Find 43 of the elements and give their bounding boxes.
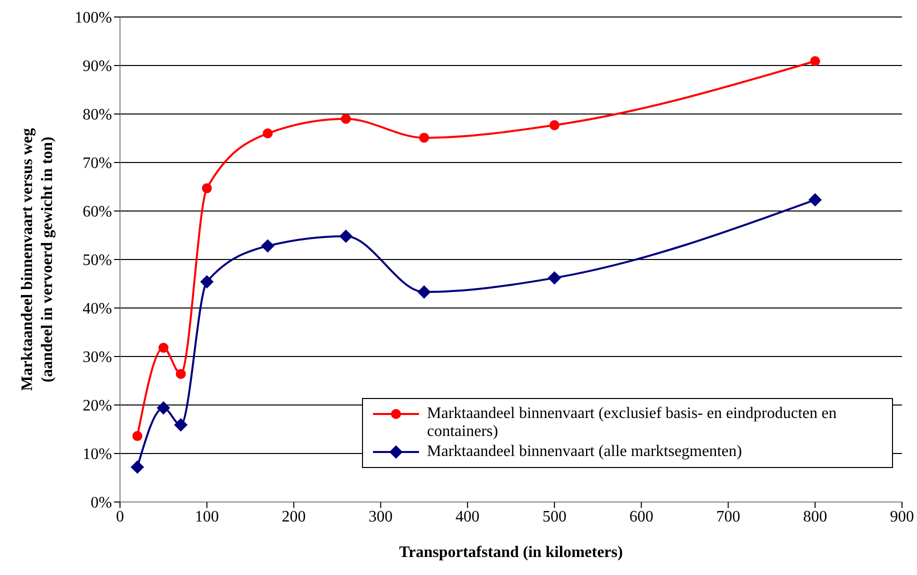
point [340,114,351,124]
y-tick-label: 90% [82,58,112,76]
y-tick-label: 10% [82,446,112,464]
x-axis-title: Transportafstand (in kilometers) [399,544,623,561]
point [808,193,822,206]
point [418,285,431,298]
legend-label: Marktaandeel binnenvaart (exclusief basis- en eindproducten en containers) [427,405,838,441]
x-tick-label: 300 [368,508,393,526]
point [130,460,144,474]
point [156,401,170,414]
y-tick-label: 30% [82,349,112,366]
y-tick-label: 20% [82,398,112,415]
point [261,239,274,252]
y-axis-title: Marktaandeel binnenvaart versus weg (aandeel in vervoerd gewicht in ton) [19,128,56,391]
point [176,368,186,379]
x-tick-label: 0 [116,508,124,526]
point [810,56,820,66]
y-tick-label: 40% [82,300,112,318]
x-tick-label: 700 [716,508,740,526]
point [158,342,168,353]
y-tick-label: 0% [90,494,112,512]
point [262,128,273,138]
point [419,132,430,143]
y-tick-label: 60% [82,204,112,221]
x-tick-label: 200 [282,508,306,526]
point [174,418,188,432]
x-tick-label: 400 [456,508,480,526]
point [202,183,212,194]
x-tick-label: 800 [803,508,828,526]
point [549,120,560,130]
x-tick-label: 900 [890,508,914,526]
y-tick-label: 50% [82,252,112,270]
y-tick-label: 70% [82,155,112,172]
y-tick-label: 100% [74,10,112,27]
x-tick-label: 500 [542,508,566,526]
point [548,271,561,284]
point [200,275,214,288]
x-tick-label: 600 [629,508,654,526]
point [132,431,142,442]
legend-label: Marktaandeel binnenvaart (alle marktsegmenten) [427,443,742,461]
y-tick-label: 80% [82,106,112,124]
x-tick-label: 100 [194,508,219,526]
point [339,230,352,243]
